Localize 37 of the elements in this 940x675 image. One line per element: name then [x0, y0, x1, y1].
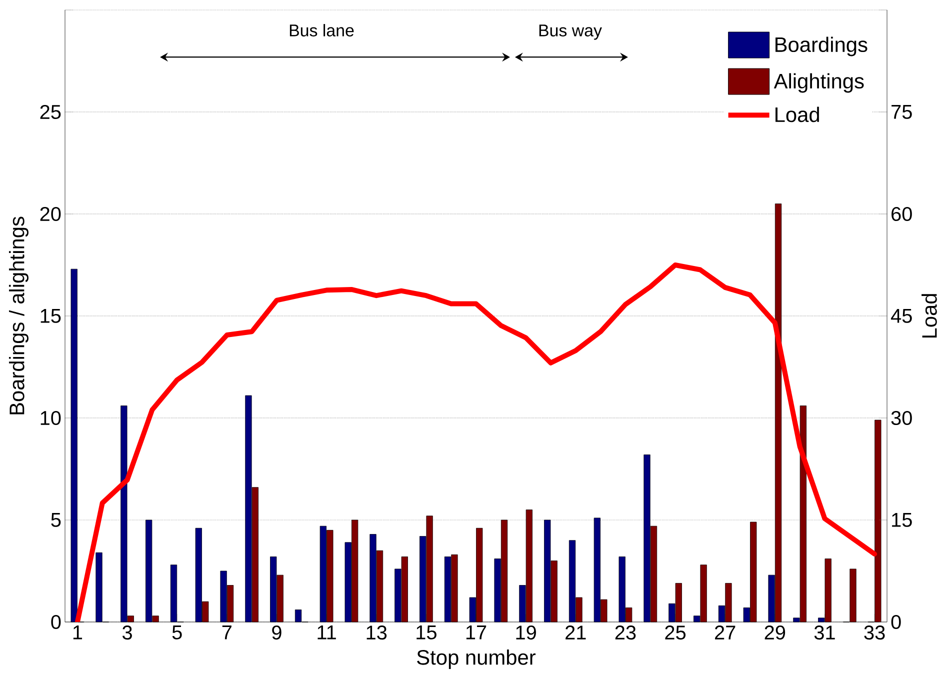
x-tick-label: 27: [715, 626, 736, 640]
x-tick-label: 23: [615, 626, 636, 640]
y-axis-title: Boardings / alightings: [8, 216, 28, 414]
x-tick-label: 7: [222, 626, 232, 640]
x-tick-label: 25: [665, 626, 686, 640]
y-tick-label: 10: [40, 410, 61, 426]
x-tick-label: 5: [172, 626, 182, 640]
annotation: Bus lane: [290, 24, 354, 36]
annotation: Bus way: [539, 24, 602, 40]
legend-label: Boardings: [776, 36, 868, 56]
x-tick-label: 15: [416, 626, 436, 640]
y2-tick-label: 45: [890, 309, 912, 323]
x-tick-label: 17: [466, 626, 486, 640]
y2-tick-label: 75: [892, 105, 912, 119]
legend-label: Alightings: [774, 73, 864, 93]
y2-tick-label: 60: [892, 206, 912, 222]
y2-tick-label: 15: [892, 513, 912, 527]
x-tick-label: 13: [366, 626, 387, 640]
y-tick-label: 5: [51, 513, 61, 527]
x-tick-label: 19: [516, 626, 536, 640]
y2-tick-label: 30: [891, 410, 912, 426]
x-tick-label: 1: [73, 626, 82, 640]
x-tick-label: 21: [566, 626, 586, 640]
legend-label: Load: [776, 106, 819, 122]
y-tick-label: 25: [40, 104, 61, 120]
x-tick-label: 3: [122, 626, 132, 640]
x-axis-title: Stop number: [417, 649, 536, 669]
y2-tick-label: 0: [891, 614, 901, 630]
y-tick-label: 20: [40, 206, 61, 222]
x-tick-label: 31: [814, 626, 835, 640]
y2-axis-title: Load: [922, 294, 937, 338]
x-tick-label: 9: [272, 626, 282, 640]
x-tick-label: 11: [318, 626, 336, 640]
y-tick-label: 15: [40, 309, 61, 323]
x-tick-label: 33: [864, 626, 885, 640]
y-tick-label: 0: [51, 614, 61, 630]
x-tick-label: 29: [764, 626, 786, 640]
